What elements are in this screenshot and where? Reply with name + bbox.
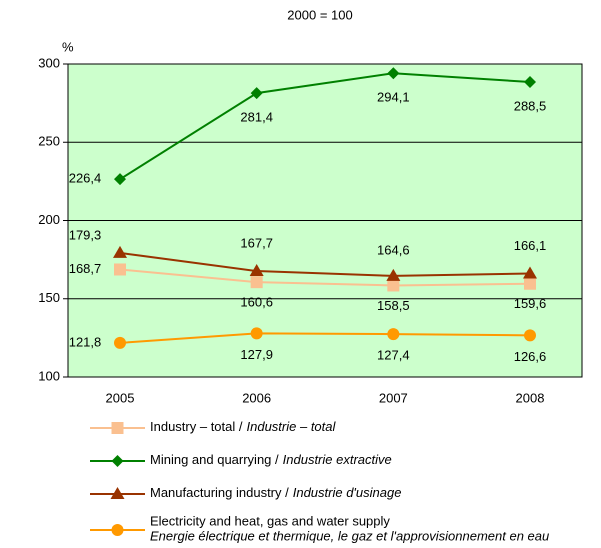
y-tick-label: 250 [38, 134, 60, 149]
series-line [119, 332, 531, 344]
legend-item: Industry – total / Industrie – total [90, 419, 336, 434]
data-label: 166,1 [514, 238, 547, 253]
marker [250, 276, 263, 289]
marker [524, 329, 536, 342]
marker [387, 328, 400, 341]
x-tick-label: 2007 [379, 390, 408, 405]
legend-name-local: Industrie – total [247, 419, 337, 434]
data-label: 158,5 [377, 298, 410, 313]
marker [114, 263, 126, 276]
legend-label: Mining and quarrying / Industrie extracti… [150, 452, 392, 467]
series-line [119, 251, 531, 277]
data-label: 127,4 [377, 348, 410, 363]
marker [113, 245, 127, 258]
marker [386, 268, 401, 281]
data-label: 121,8 [69, 334, 102, 349]
data-label: 159,6 [514, 296, 547, 311]
legend-item: Manufacturing industry / Industrie d'usin… [90, 485, 401, 500]
data-label: 281,4 [240, 110, 273, 125]
chart-subtitle: 2000 = 100 [287, 7, 352, 22]
marker [111, 422, 124, 434]
y-tick-label: 300 [38, 55, 60, 70]
marker [110, 487, 125, 499]
marker [524, 277, 536, 290]
marker [387, 67, 400, 80]
data-label: 226,4 [69, 171, 102, 186]
legend-name-local: Industrie extractive [283, 452, 392, 467]
data-label: 179,3 [69, 227, 102, 242]
marker [114, 173, 126, 186]
y-axis-label: % [62, 39, 74, 54]
marker [387, 279, 400, 292]
legend-label: Manufacturing industry / Industrie d'usin… [150, 485, 401, 500]
legend-name-local: Industrie d'usinage [293, 485, 402, 500]
marker [114, 336, 126, 349]
data-label: 294,1 [377, 90, 410, 105]
marker [523, 266, 537, 279]
legend-label-local: Energie électrique et thermique, le gaz … [150, 528, 549, 543]
marker [524, 75, 536, 88]
y-tick-label: 150 [38, 290, 60, 305]
marker [249, 264, 264, 277]
y-tick-label: 100 [38, 368, 60, 383]
legend-item: Mining and quarrying / Industrie extracti… [90, 452, 392, 467]
data-label: 168,7 [69, 261, 102, 276]
marker [250, 87, 263, 100]
data-label: 288,5 [514, 98, 547, 113]
data-label: 167,7 [240, 235, 273, 250]
data-label: 126,6 [514, 349, 547, 364]
x-tick-label: 2008 [516, 390, 545, 405]
x-tick-label: 2006 [242, 390, 271, 405]
legend-item: Electricity and heat, gas and water supp… [90, 513, 549, 543]
data-label: 160,6 [240, 295, 273, 310]
data-label: 127,9 [240, 347, 273, 362]
legend-name: Industry – total / [150, 419, 243, 434]
legend-label: Industry – total / Industrie – total [150, 419, 336, 434]
marker [111, 524, 124, 536]
series-line [119, 268, 531, 287]
x-tick-label: 2005 [106, 390, 135, 405]
marker [250, 327, 263, 340]
legend-name: Mining and quarrying / [150, 452, 279, 467]
y-tick-label: 200 [38, 212, 60, 227]
marker [111, 455, 124, 467]
data-label: 164,6 [377, 242, 410, 257]
legend-name: Manufacturing industry / [150, 485, 289, 500]
legend-label: Electricity and heat, gas and water supp… [150, 513, 390, 528]
series-line [119, 72, 531, 181]
